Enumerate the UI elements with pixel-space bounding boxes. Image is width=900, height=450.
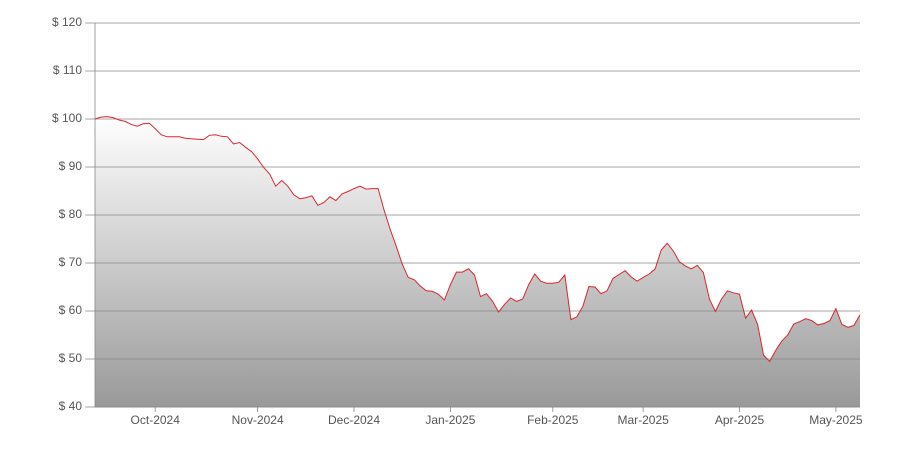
area [95,116,860,407]
x-tick-label: Apr-2025 [715,413,765,427]
x-tick-label: Nov-2024 [232,413,284,427]
x-tick-label: Oct-2024 [131,413,181,427]
x-tick-label: Dec-2024 [328,413,380,427]
line [94,116,861,363]
x-tick-label: Jan-2025 [425,413,475,427]
x-tick-label: Feb-2025 [527,413,579,427]
y-tick-label: $ 40 [59,399,83,413]
y-tick-label: $ 100 [52,111,82,125]
y-tick-label: $ 50 [59,351,83,365]
y-tick-label: $ 60 [59,303,83,317]
y-tick-label: $ 80 [59,207,83,221]
x-tick-label: Mar-2025 [617,413,669,427]
y-tick-label: $ 90 [59,159,83,173]
y-tick-label: $ 120 [52,15,82,29]
x-tick-label: May-2025 [809,413,863,427]
y-tick-label: $ 70 [59,255,83,269]
y-tick-label: $ 110 [53,63,82,77]
